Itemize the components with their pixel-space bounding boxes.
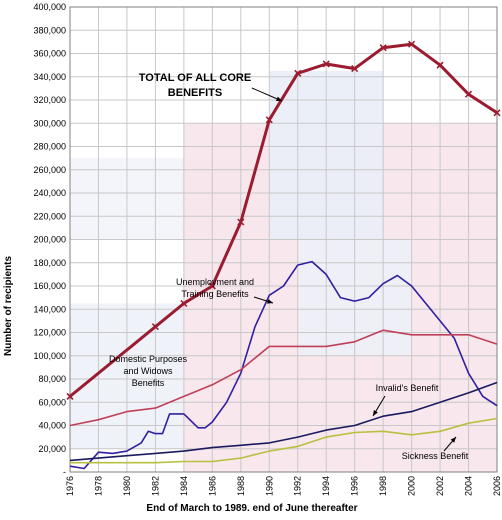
y-tick-label: 240,000 xyxy=(33,188,66,198)
x-tick-label: 2004 xyxy=(464,476,474,496)
series-line-total xyxy=(69,42,498,398)
total-marker xyxy=(351,65,359,73)
total-marker xyxy=(294,69,302,77)
x-tick-label: 1990 xyxy=(264,476,274,496)
label-line: BENEFITS xyxy=(168,87,222,99)
y-tick-label: 80,000 xyxy=(38,374,66,384)
total-series-label: TOTAL OF ALL CORE BENEFITS xyxy=(139,72,251,99)
series-line-invalids xyxy=(69,381,498,462)
total-marker xyxy=(436,61,444,69)
y-tick-label: 400,000 xyxy=(33,2,66,12)
total-marker xyxy=(208,282,216,290)
total-marker xyxy=(237,218,245,226)
y-tick-label: 200,000 xyxy=(33,235,66,245)
total-marker xyxy=(180,299,188,308)
series-line-dpb xyxy=(69,329,498,427)
x-tick-label: 1986 xyxy=(207,476,217,496)
total-marker xyxy=(379,44,387,52)
label-line: and Widows xyxy=(123,366,173,376)
x-tick-label: 1976 xyxy=(65,476,75,496)
y-tick-label: 180,000 xyxy=(33,258,66,268)
x-tick-label: 2006 xyxy=(492,476,502,496)
x-tick-label: 1992 xyxy=(293,476,303,496)
y-tick-label: 360,000 xyxy=(33,49,66,59)
label-line: Unemployment and xyxy=(176,277,254,287)
x-tick-label: 1996 xyxy=(350,476,360,496)
grid xyxy=(69,6,498,473)
plot-frame xyxy=(69,6,498,473)
x-tick-label: 2000 xyxy=(407,476,417,496)
y-tick-label: 140,000 xyxy=(33,304,66,314)
x-tick-label: 1998 xyxy=(378,476,388,496)
y-tick-label: 300,000 xyxy=(33,118,66,128)
background-bands xyxy=(70,70,497,472)
axes: - 20,000 40,000 60,000 80,000 100,000 120,000 1… xyxy=(33,2,502,496)
y-tick-label: 40,000 xyxy=(38,421,66,431)
label-line: TOTAL OF ALL CORE xyxy=(139,72,251,84)
unemployment-label-arrow-head xyxy=(267,299,273,304)
y-tick-label: 320,000 xyxy=(33,95,66,105)
total-marker xyxy=(151,323,159,331)
y-tick-label: 260,000 xyxy=(33,165,66,175)
series-line-sickness xyxy=(70,417,498,464)
total-marker xyxy=(493,109,501,117)
sickness-series-label: Sickness Benefit xyxy=(402,451,469,461)
x-tick-label: 1980 xyxy=(122,476,132,496)
label-line: Domestic Purposes xyxy=(109,354,188,364)
series-lines xyxy=(66,40,501,470)
x-tick-label: 1982 xyxy=(150,476,160,496)
dpb-series-label: Domestic Purposes and Widows Benefits xyxy=(109,354,188,388)
y-tick-label: - xyxy=(63,467,66,477)
x-tick-label: 1984 xyxy=(179,476,189,496)
x-tick-label: 1978 xyxy=(93,476,103,496)
total-label-arrow-head xyxy=(276,96,282,101)
y-axis-title: Number of recipients xyxy=(3,256,14,356)
label-line: Training Benefits xyxy=(181,289,249,299)
label-line: Benefits xyxy=(132,378,165,388)
series-labels: TOTAL OF ALL CORE BENEFITS Unemployment an… xyxy=(109,72,469,461)
y-tick-label: 60,000 xyxy=(38,397,66,407)
y-tick-label: 280,000 xyxy=(33,142,66,152)
invalids-series-label: Invalid's Benefit xyxy=(376,383,439,393)
y-tick-label: 20,000 xyxy=(38,444,66,454)
y-tick-label: 380,000 xyxy=(33,25,66,35)
y-tick-label: 220,000 xyxy=(33,211,66,221)
sickness-label-arrow-head xyxy=(450,437,456,443)
y-tick-label: 160,000 xyxy=(33,281,66,291)
x-tick-label: 2002 xyxy=(435,476,445,496)
y-tick-label: 120,000 xyxy=(33,328,66,338)
total-marker xyxy=(265,116,273,124)
x-tick-label: 1994 xyxy=(321,476,331,496)
series-line-unemployment xyxy=(69,260,498,470)
x-tick-label: 1988 xyxy=(236,476,246,496)
total-marker xyxy=(464,90,473,98)
invalids-label-arrow-head xyxy=(373,410,378,416)
y-tick-label: 340,000 xyxy=(33,72,66,82)
x-axis-title: End of March to 1989. end of June therea… xyxy=(146,503,357,514)
unemployment-series-label: Unemployment and Training Benefits xyxy=(176,277,254,299)
total-marker xyxy=(66,392,74,401)
y-tick-label: 100,000 xyxy=(33,351,66,361)
total-marker xyxy=(408,40,416,48)
total-marker xyxy=(322,60,330,68)
